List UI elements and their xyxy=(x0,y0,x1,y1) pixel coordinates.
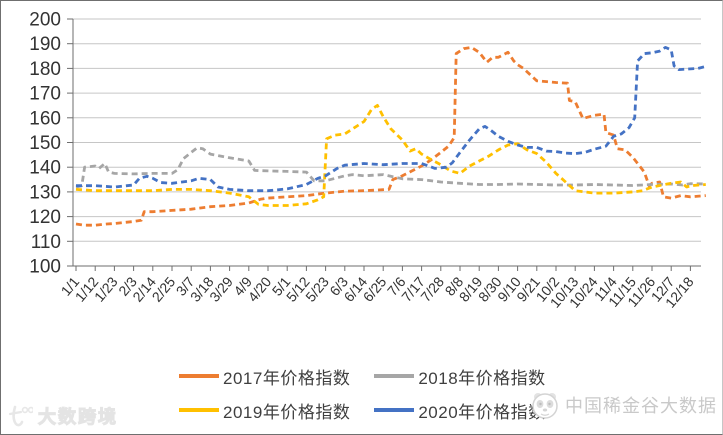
chart-legend: 2017年价格指数 2018年价格指数 2019年价格指数 2020年价格指数 xyxy=(179,359,699,427)
legend-item: 2020年价格指数 xyxy=(374,398,545,423)
legend-item: 2019年价格指数 xyxy=(179,398,350,423)
legend-label: 2019年价格指数 xyxy=(223,402,351,422)
watermark-bottom-left: 大数跨境 xyxy=(7,403,118,429)
y-axis-label: 150 xyxy=(29,133,61,154)
watermark-left-text: 大数跨境 xyxy=(38,407,118,428)
legend-label: 2017年价格指数 xyxy=(223,368,351,388)
legend-label: 2020年价格指数 xyxy=(418,402,546,422)
legend-line-swatch xyxy=(179,374,219,378)
y-axis-label: 190 xyxy=(29,34,61,55)
series-line-2017年价格指数 xyxy=(75,46,706,227)
y-axis-label: 100 xyxy=(29,257,61,278)
legend-line-swatch xyxy=(179,408,219,412)
y-axis-label: 140 xyxy=(29,158,61,179)
y-axis-label: 180 xyxy=(29,59,61,80)
series-line-2019年价格指数 xyxy=(75,104,706,207)
dashu-logo-icon xyxy=(8,405,33,427)
y-axis-label: 200 xyxy=(29,10,61,31)
legend-line-swatch xyxy=(374,374,415,378)
y-axis-label: 130 xyxy=(29,182,61,203)
series-line-2018年价格指数 xyxy=(75,146,706,189)
panda-logo-icon xyxy=(532,393,558,419)
watermark-bottom-right: 中国稀金谷大数据 xyxy=(529,389,717,421)
legend-item: 2018年价格指数 xyxy=(374,364,545,389)
y-axis-label: 110 xyxy=(31,232,61,253)
series-line-2020年价格指数 xyxy=(76,46,707,193)
legend-item: 2017年价格指数 xyxy=(179,364,350,389)
watermark-right-text: 中国稀金谷大数据 xyxy=(565,396,717,416)
y-axis-label: 170 xyxy=(29,84,61,105)
legend-row: 2019年价格指数 2020年价格指数 xyxy=(179,393,699,427)
legend-label: 2018年价格指数 xyxy=(418,368,546,388)
legend-row: 2017年价格指数 2018年价格指数 xyxy=(179,359,699,393)
y-axis-label: 120 xyxy=(29,207,61,228)
y-axis-label: 160 xyxy=(29,108,61,129)
legend-line-swatch xyxy=(374,408,415,412)
